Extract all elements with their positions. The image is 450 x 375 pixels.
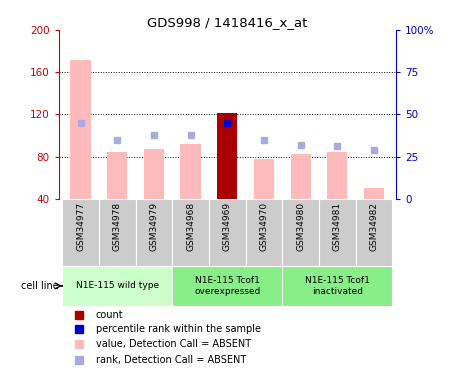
Text: N1E-115 Tcof1
inactivated: N1E-115 Tcof1 inactivated	[305, 276, 370, 296]
Text: percentile rank within the sample: percentile rank within the sample	[95, 324, 261, 334]
Bar	[107, 152, 127, 199]
Text: GSM34978: GSM34978	[112, 202, 122, 251]
Text: rank, Detection Call = ABSENT: rank, Detection Call = ABSENT	[95, 355, 246, 365]
Bar	[356, 199, 392, 266]
Text: count: count	[95, 310, 123, 320]
Bar	[327, 152, 347, 199]
Bar	[172, 266, 282, 306]
Text: GSM34968: GSM34968	[186, 202, 195, 251]
Bar	[282, 199, 319, 266]
Bar	[291, 154, 310, 199]
Bar	[99, 199, 135, 266]
Bar	[62, 266, 172, 306]
Bar	[62, 199, 99, 266]
Text: GSM34982: GSM34982	[369, 202, 378, 251]
Bar	[209, 199, 246, 266]
Title: GDS998 / 1418416_x_at: GDS998 / 1418416_x_at	[147, 16, 307, 29]
Text: GSM34969: GSM34969	[223, 202, 232, 251]
Bar	[172, 199, 209, 266]
Bar	[246, 199, 282, 266]
Bar	[282, 266, 392, 306]
Bar	[217, 113, 237, 199]
Text: GSM34977: GSM34977	[76, 202, 85, 251]
Bar	[254, 159, 274, 199]
Text: N1E-115 wild type: N1E-115 wild type	[76, 281, 159, 290]
Text: GSM34980: GSM34980	[296, 202, 305, 251]
Text: value, Detection Call = ABSENT: value, Detection Call = ABSENT	[95, 339, 251, 349]
Bar	[364, 188, 384, 199]
Bar	[319, 199, 356, 266]
Text: GSM34970: GSM34970	[260, 202, 269, 251]
Text: GSM34981: GSM34981	[333, 202, 342, 251]
Text: N1E-115 Tcof1
overexpressed: N1E-115 Tcof1 overexpressed	[194, 276, 261, 296]
Text: GSM34979: GSM34979	[149, 202, 158, 251]
Bar	[135, 199, 172, 266]
Bar	[70, 60, 90, 199]
Bar	[180, 144, 201, 199]
Text: cell line: cell line	[21, 281, 59, 291]
Bar	[144, 149, 164, 199]
